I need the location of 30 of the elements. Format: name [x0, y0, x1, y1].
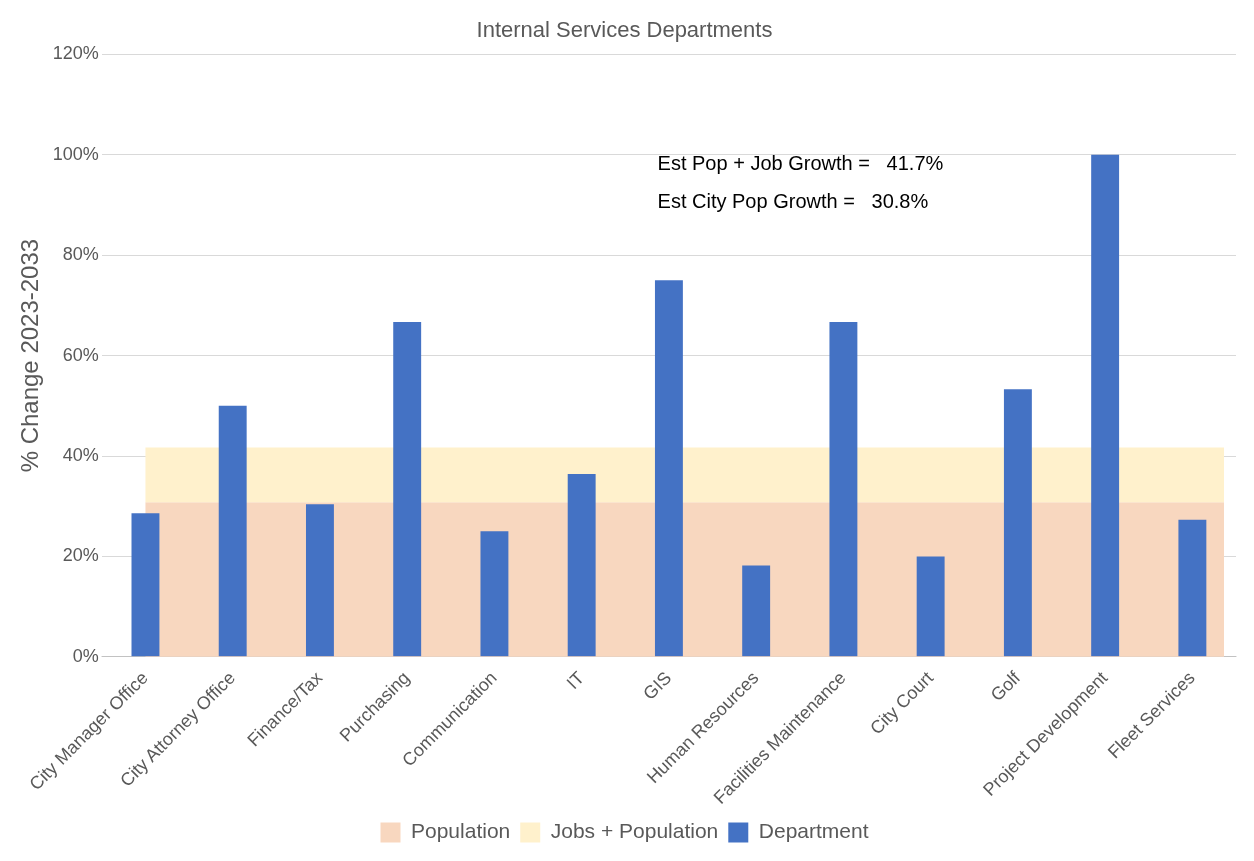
bar	[916, 556, 945, 657]
bar	[1003, 389, 1032, 657]
bar	[1091, 154, 1120, 657]
bar	[131, 513, 160, 657]
x-tick-label: IT	[562, 667, 589, 694]
y-tick-label: 0%	[72, 645, 99, 666]
y-tick-label: 100%	[52, 143, 99, 164]
bar	[305, 504, 334, 657]
bar	[218, 405, 247, 657]
y-tick-label: 60%	[62, 344, 99, 365]
legend-label: Jobs + Population	[550, 819, 719, 843]
bar	[1178, 519, 1207, 657]
chart-title: Internal Services Departments	[476, 17, 773, 43]
legend-label: Population	[411, 819, 511, 843]
bar	[654, 280, 683, 657]
y-axis-title: % Change 2023-2033	[16, 238, 44, 473]
x-tick-label: Golf	[986, 666, 1025, 706]
y-tick-label: 20%	[62, 545, 99, 566]
bar	[567, 474, 596, 657]
annotation: Est City Pop Growth = 30.8%	[657, 189, 929, 212]
x-tick-label: GIS	[639, 667, 676, 704]
bar	[480, 531, 509, 657]
y-tick-label: 120%	[52, 43, 99, 64]
legend-label: Department	[758, 819, 869, 843]
bar	[829, 321, 858, 657]
y-tick-label: 40%	[62, 444, 99, 465]
annotation: Est Pop + Job Growth = 41.7%	[657, 151, 944, 174]
bar	[742, 565, 771, 657]
y-tick-label: 80%	[62, 244, 99, 265]
bar	[393, 321, 422, 657]
